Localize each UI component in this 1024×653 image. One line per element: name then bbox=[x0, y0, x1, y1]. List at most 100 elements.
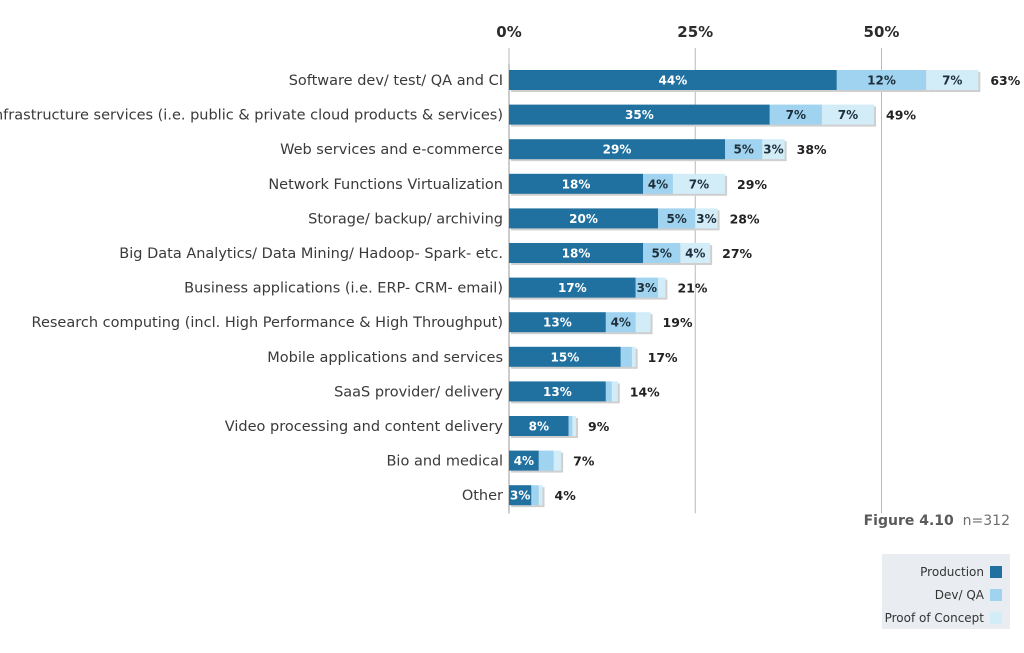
bar-segment bbox=[509, 70, 837, 90]
bar-segment bbox=[509, 243, 644, 263]
x-tick-label: 50% bbox=[864, 23, 900, 41]
segment-label: 4% bbox=[685, 247, 705, 261]
bar-segment bbox=[531, 485, 539, 506]
bar-segment bbox=[695, 208, 718, 229]
segment-label: 17% bbox=[558, 281, 587, 295]
legend-label: Proof of Concept bbox=[884, 610, 984, 625]
segment-label: 13% bbox=[543, 316, 572, 330]
bar-segment bbox=[605, 312, 636, 333]
bar-segment bbox=[538, 450, 554, 471]
segment-label: 18% bbox=[562, 177, 591, 191]
segment-label: 18% bbox=[562, 247, 591, 261]
x-axis-ticks: 0% 25% 50% bbox=[496, 23, 899, 41]
category-label: Video processing and content delivery bbox=[225, 419, 504, 435]
category-label: Storage/ backup/ archiving bbox=[308, 211, 503, 227]
category-label: Big Data Analytics/ Data Mining/ Hadoop-… bbox=[119, 246, 503, 262]
total-label: 21% bbox=[677, 281, 707, 296]
segment-label: 13% bbox=[543, 385, 572, 399]
bar-segment bbox=[509, 173, 644, 194]
total-label: 14% bbox=[630, 384, 660, 399]
total-label: 9% bbox=[588, 419, 610, 434]
bar-segment bbox=[509, 208, 658, 229]
total-labels: 63% 49% 38% 29% 28% 27% 21% 19% 17% 14% 9% 7% 4% bbox=[555, 73, 1021, 503]
bar-segment bbox=[509, 346, 621, 367]
category-label: Bio and medical bbox=[386, 454, 503, 470]
bar-segment bbox=[509, 381, 606, 402]
category-label: Network Functions Virtualization bbox=[268, 177, 503, 193]
segment-label: 3% bbox=[510, 489, 530, 503]
bar-segment bbox=[605, 381, 612, 402]
segment-label: 20% bbox=[569, 212, 598, 226]
total-label: 4% bbox=[555, 488, 577, 503]
segment-label: 4% bbox=[611, 316, 631, 330]
x-tick-label: 25% bbox=[677, 23, 713, 41]
bar-segment bbox=[769, 104, 822, 125]
total-label: 17% bbox=[648, 350, 678, 365]
segment-label: 44% bbox=[659, 74, 688, 88]
total-label: 63% bbox=[990, 73, 1020, 88]
bar-segment bbox=[509, 450, 539, 471]
bar-segment bbox=[643, 243, 681, 263]
bar-segment bbox=[680, 243, 711, 263]
segment-label: 3% bbox=[637, 281, 657, 295]
bar-segment bbox=[509, 139, 726, 160]
bar-segment bbox=[658, 277, 666, 298]
category-label: Research computing (incl. High Performan… bbox=[32, 315, 503, 331]
legend-swatch bbox=[990, 611, 1002, 624]
segment-label: 29% bbox=[603, 143, 632, 157]
legend-swatch bbox=[990, 588, 1002, 601]
figure-caption: Figure 4.10 n=312 bbox=[864, 513, 1010, 529]
bar-segment bbox=[762, 139, 785, 160]
legend-item-dev-qa: Dev/ QA bbox=[882, 583, 1002, 606]
segment-label: 7% bbox=[838, 108, 858, 122]
segment-label: 5% bbox=[652, 247, 672, 261]
total-label: 49% bbox=[886, 108, 916, 123]
bars: 44% 12% 7% 35% 7% 7% 29% 5% 3% 18% 4% 7% 20% 5% 3% 18% 5… bbox=[509, 70, 981, 508]
bar-shadow bbox=[540, 487, 545, 508]
category-labels: Software dev/ test/ QA and CI Infrastruct… bbox=[0, 73, 503, 504]
bar-segment bbox=[509, 277, 636, 298]
bar-segment bbox=[631, 346, 636, 367]
bar-shadow bbox=[633, 348, 638, 369]
figure-label: Figure 4.10 bbox=[863, 513, 954, 529]
bar-segment bbox=[926, 70, 979, 90]
legend-item-production: Production bbox=[882, 560, 1002, 583]
x-tick-label: 0% bbox=[496, 23, 521, 41]
bar-segment bbox=[643, 173, 673, 194]
bar-segment bbox=[658, 208, 696, 229]
bar-segment bbox=[836, 70, 927, 90]
segment-label: 5% bbox=[733, 143, 753, 157]
bar-segment bbox=[635, 312, 651, 333]
bar-segment bbox=[509, 312, 606, 333]
total-label: 19% bbox=[663, 315, 693, 330]
total-label: 28% bbox=[730, 211, 760, 226]
category-label: Software dev/ test/ QA and CI bbox=[289, 73, 503, 89]
bar-segment bbox=[672, 173, 726, 194]
segment-label: 35% bbox=[625, 108, 654, 122]
total-label: 27% bbox=[722, 246, 752, 261]
legend-item-proof-of-concept: Proof of Concept bbox=[882, 606, 1002, 629]
segment-label: 7% bbox=[689, 177, 709, 191]
bar-segment bbox=[620, 346, 632, 367]
category-label: Mobile applications and services bbox=[267, 350, 503, 366]
bar-segment bbox=[509, 416, 569, 436]
total-label: 29% bbox=[737, 177, 767, 192]
category-label: SaaS provider/ delivery bbox=[334, 384, 503, 400]
bar-segment bbox=[538, 485, 543, 506]
category-label: Infrastructure services (i.e. public & p… bbox=[0, 108, 503, 124]
bar-segment bbox=[821, 104, 875, 125]
bar-segment bbox=[611, 381, 618, 402]
bar-shadow bbox=[574, 418, 579, 438]
bar-segment bbox=[553, 450, 562, 471]
legend: Production Dev/ QA Proof of Concept bbox=[882, 554, 1010, 629]
segment-label: 4% bbox=[648, 177, 668, 191]
segment-label: 5% bbox=[666, 212, 686, 226]
category-label: Business applications (i.e. ERP- CRM- em… bbox=[184, 281, 503, 297]
legend-label: Production bbox=[920, 564, 984, 579]
total-label: 38% bbox=[797, 142, 827, 157]
bar-segment bbox=[635, 277, 658, 298]
segment-label: 3% bbox=[763, 143, 783, 157]
legend-swatch bbox=[990, 565, 1002, 578]
segment-label: 8% bbox=[529, 420, 549, 434]
